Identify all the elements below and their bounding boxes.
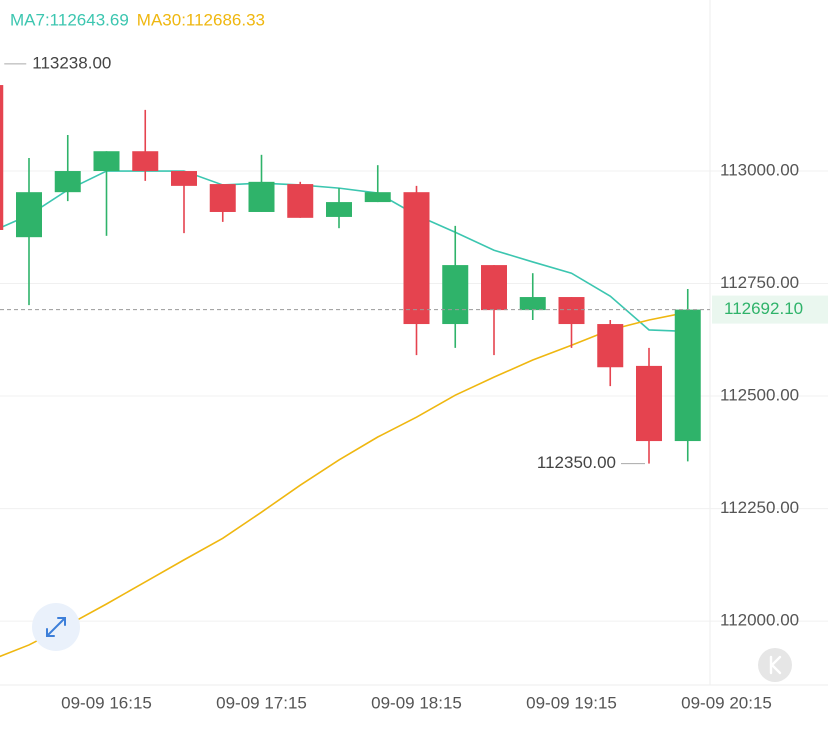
y-tick-label: 112250.00	[720, 498, 799, 517]
candle-body	[326, 202, 352, 217]
candle-body	[287, 184, 314, 218]
candle-body	[54, 171, 81, 193]
candle-body	[0, 85, 4, 230]
candle-body	[171, 171, 197, 186]
y-tick-label: 112000.00	[720, 611, 799, 630]
x-tick-label: 09-09 17:15	[216, 693, 307, 712]
expand-button[interactable]	[32, 603, 80, 651]
y-tick-label: 113000.00	[720, 161, 799, 180]
last-price-label: 112692.10	[724, 299, 803, 318]
x-tick-label: 09-09 20:15	[681, 693, 772, 712]
ma-line	[0, 170, 688, 333]
candle-body	[597, 324, 624, 368]
candle-body	[93, 151, 120, 172]
candle-body	[558, 297, 585, 325]
legend-entry: MA30:112686.33	[137, 10, 265, 29]
candle-body	[364, 192, 391, 203]
candle-body	[442, 265, 469, 325]
last-price-box	[712, 295, 828, 324]
ma-line	[0, 311, 688, 658]
candle-body	[16, 192, 42, 238]
low-annotation: 112350.00	[537, 453, 616, 472]
high-annotation: 113238.00	[32, 53, 111, 72]
candle-body	[674, 309, 701, 442]
legend-entry: MA7:112643.69	[10, 10, 129, 29]
candle-body	[519, 297, 546, 311]
candle-body	[481, 265, 507, 311]
candle-body	[132, 151, 159, 172]
y-tick-label: 112500.00	[720, 386, 799, 405]
candle-body	[209, 184, 236, 212]
y-tick-label: 112750.00	[720, 273, 799, 292]
x-tick-label: 09-09 16:15	[61, 693, 152, 712]
candle-body	[636, 365, 662, 442]
candle-body	[248, 181, 275, 212]
x-tick-label: 09-09 19:15	[526, 693, 617, 712]
x-tick-label: 09-09 18:15	[371, 693, 462, 712]
candle-body	[403, 192, 430, 325]
k-button[interactable]	[758, 648, 792, 682]
